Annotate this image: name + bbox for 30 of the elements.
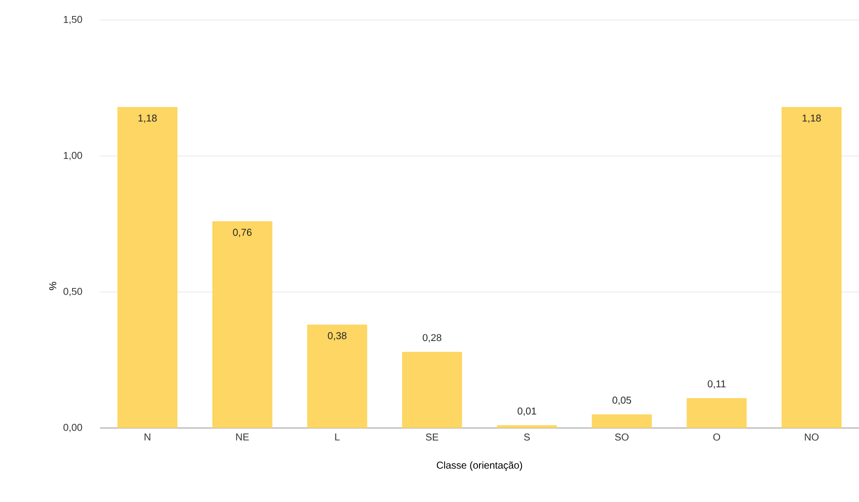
x-tick-label: S: [524, 434, 530, 441]
y-tick-label: 0,00: [63, 424, 82, 432]
data-label: 0,38: [328, 332, 346, 340]
bar: [212, 221, 272, 428]
bar: [782, 107, 842, 428]
data-label: 1,18: [138, 114, 157, 123]
x-tick-label: NO: [804, 434, 819, 441]
bar: [117, 107, 178, 428]
data-label: 0,76: [233, 228, 252, 238]
data-label: 0,01: [518, 408, 536, 416]
x-tick-label: SO: [615, 434, 629, 441]
data-label: 1,18: [802, 114, 821, 123]
data-label: 0,05: [612, 396, 632, 405]
bar: [592, 414, 652, 428]
y-tick-label: 0,50: [63, 288, 82, 296]
x-axis-title: Classe (orientação): [436, 461, 522, 471]
bar: [496, 425, 557, 428]
x-tick-label: N: [144, 434, 150, 440]
bar: [402, 352, 462, 428]
data-label: 0,11: [708, 380, 726, 389]
y-tick-label: 1,50: [64, 16, 82, 24]
y-tick-label: 1,00: [64, 152, 82, 160]
x-tick-label: NE: [236, 434, 249, 440]
x-tick-label: SE: [426, 434, 438, 441]
x-tick-label: L: [335, 434, 340, 440]
bar: [307, 324, 368, 428]
y-axis-title: %: [49, 282, 56, 290]
data-label: 0,28: [422, 334, 442, 342]
x-tick-label: O: [713, 434, 720, 441]
bar: [686, 398, 747, 428]
